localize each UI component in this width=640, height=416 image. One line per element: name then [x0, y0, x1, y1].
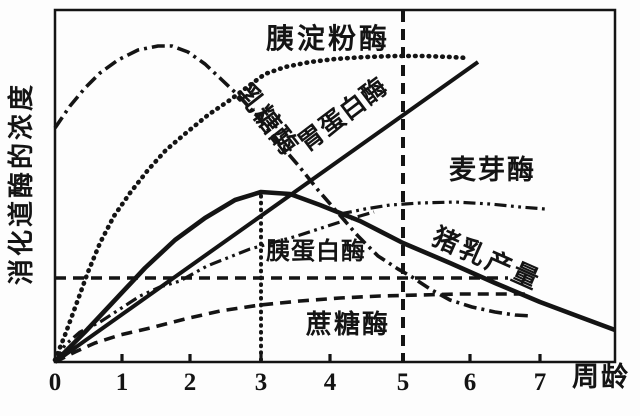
x-tick-label-7: 7 — [534, 369, 547, 396]
x-tick-label-2: 2 — [184, 369, 197, 396]
x-tick-label-0: 0 — [49, 369, 62, 396]
sucrase-curve-label: 蔗糖酶 — [306, 309, 391, 339]
x-tick-label-1: 1 — [116, 369, 129, 396]
curve-pancreatic-amylase — [52, 53, 471, 363]
maltase-curve-label: 麦芽酶 — [449, 155, 536, 185]
amylase-curve-label: 胰淀粉酶 — [266, 23, 391, 54]
x-tick-label-3: 3 — [255, 369, 268, 396]
x-tick-label-4: 4 — [324, 369, 337, 396]
curve-pepsin — [53, 60, 480, 364]
x-axis-label: 周龄 — [572, 362, 630, 392]
reference-lines-layer — [55, 11, 508, 364]
x-tick-label-6: 6 — [464, 369, 477, 396]
y-axis-label: 消化道酶的浓度 — [6, 81, 36, 285]
curve-maltase — [339, 200, 546, 216]
curve-trypsin — [53, 210, 375, 363]
x-axis-ticks: 0 1 2 3 4 5 6 7 — [49, 354, 547, 396]
x-tick-label-5: 5 — [397, 369, 410, 396]
curve-sucrase — [54, 292, 528, 364]
trypsin-curve-label: 胰蛋白酶 — [266, 238, 366, 265]
plot-frame — [53, 8, 617, 364]
curve-lactase — [53, 44, 533, 318]
